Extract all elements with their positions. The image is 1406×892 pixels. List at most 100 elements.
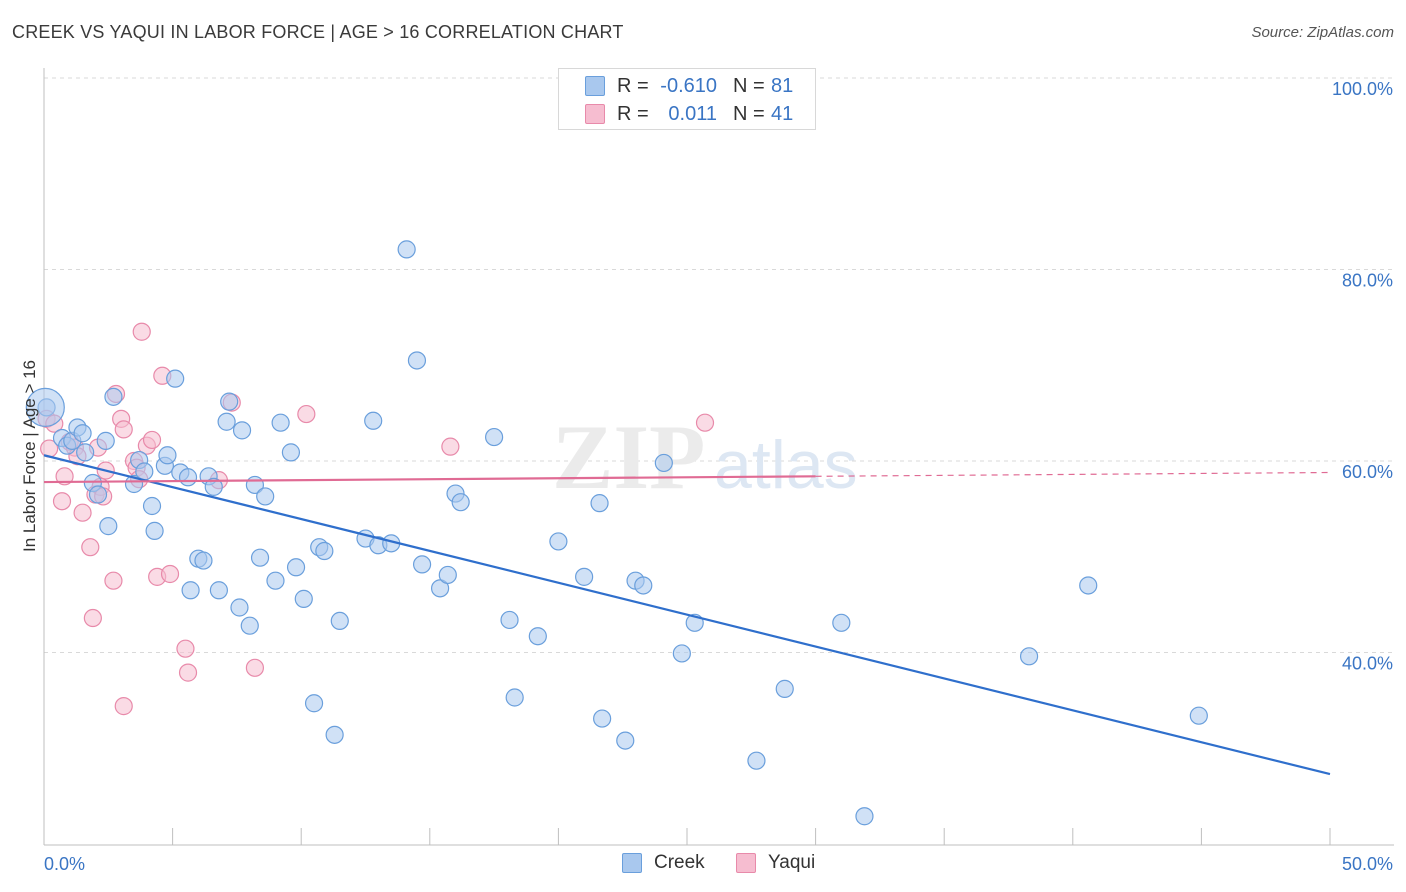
creek-point (232, 421, 252, 440)
creek-point (438, 565, 457, 585)
yaqui-legend-label: Yaqui (768, 852, 816, 873)
creek-point (76, 443, 95, 462)
correlation-legend: R = -0.610 N = 81 R = 0.011 N = 41 (558, 68, 816, 130)
grid-lines (44, 77, 1394, 653)
creek-point (230, 598, 249, 617)
creek-point (281, 443, 301, 462)
creek-point (250, 548, 270, 567)
creek-n-value: 81 (771, 74, 794, 97)
creek-point (220, 392, 239, 411)
creek-point (1189, 706, 1208, 725)
yaqui-r-value: 0.011 (668, 102, 717, 125)
legend-row-creek: R = -0.610 N = 81 (585, 73, 793, 99)
trend-lines (43, 454, 1331, 776)
creek-point (166, 369, 185, 388)
yaqui-point (73, 503, 92, 522)
creek-point (747, 751, 766, 770)
creek-point (575, 567, 594, 586)
creek-point (407, 351, 427, 370)
legend-item-yaqui: Yaqui (736, 852, 815, 874)
watermark-zip: ZIP (552, 406, 705, 508)
yaqui-point (178, 663, 198, 682)
creek-point (330, 611, 349, 631)
creek-point (204, 477, 223, 496)
yaqui-swatch (585, 104, 605, 124)
x-tick-label: 50.0% (1342, 854, 1393, 874)
creek-swatch (585, 76, 605, 96)
creek-point (209, 581, 228, 600)
watermark-atlas: atlas (714, 427, 858, 503)
creek-point (832, 613, 851, 632)
r-label: R = (617, 102, 649, 125)
y-tick-label: 60.0% (1342, 462, 1393, 482)
series-legend: Creek Yaqui (0, 852, 1406, 878)
y-axis-label: In Labor Force | Age > 16 (20, 359, 39, 553)
yaqui-point (52, 492, 72, 511)
creek-point (256, 487, 275, 506)
yaqui-point (297, 404, 316, 424)
watermark: ZIP atlas (552, 406, 858, 508)
y-tick-label: 100.0% (1332, 79, 1393, 99)
creek-point (88, 485, 108, 504)
creek-point (286, 558, 306, 577)
creek-point (158, 446, 177, 465)
y-tick-labels: 40.0% 60.0% 80.0% 100.0% (1332, 79, 1393, 674)
yaqui-point (160, 564, 180, 584)
r-label: R = (617, 74, 649, 97)
yaqui-point (104, 571, 123, 590)
creek-point (634, 576, 653, 595)
creek-point (505, 688, 524, 707)
creek-point (397, 240, 416, 259)
legend-item-creek: Creek (622, 852, 705, 874)
yaqui-trend-line (43, 475, 816, 484)
yaqui-point (441, 437, 460, 456)
creek-point (325, 725, 344, 744)
yaqui-legend-swatch (736, 853, 756, 873)
creek-point (528, 627, 547, 646)
n-label: N = (733, 102, 765, 125)
creek-point (194, 551, 213, 570)
chart-title: CREEK VS YAQUI IN LABOR FORCE | AGE > 16… (12, 22, 624, 42)
legend-row-yaqui: R = 0.011 N = 41 (585, 101, 793, 127)
yaqui-point (142, 430, 162, 450)
creek-point (654, 453, 673, 473)
creek-point (135, 462, 154, 481)
yaqui-n-value: 41 (771, 102, 794, 125)
creek-point (430, 579, 450, 598)
creek-point (500, 610, 519, 630)
creek-point (1019, 647, 1039, 666)
y-tick-label: 80.0% (1342, 271, 1393, 291)
creek-point (304, 694, 324, 713)
creek-point (315, 541, 334, 561)
creek-point (145, 521, 164, 540)
creek-r-value: -0.610 (660, 74, 717, 97)
yaqui-point (83, 608, 102, 628)
creek-point (240, 616, 259, 635)
creek-point (104, 387, 123, 406)
yaqui-point (55, 467, 74, 486)
creek-point (217, 412, 236, 431)
creek-point (672, 644, 691, 663)
creek-point (178, 468, 198, 487)
creek-point (364, 411, 383, 430)
x-tick-label: 0.0% (44, 854, 85, 874)
yaqui-point (176, 639, 195, 658)
n-label: N = (733, 74, 765, 97)
yaqui-point (132, 322, 151, 341)
creek-point (616, 731, 635, 750)
creek-point (590, 494, 609, 513)
yaqui-trend-extension (815, 471, 1331, 477)
creek-point (451, 493, 470, 512)
creek-point (1079, 576, 1098, 595)
creek-point-large (25, 387, 65, 427)
creek-legend-swatch (622, 853, 642, 873)
creek-point (181, 581, 200, 600)
creek-point (266, 571, 285, 590)
creek-point (294, 589, 313, 608)
creek-legend-label: Creek (654, 852, 705, 873)
creek-point (271, 413, 290, 432)
creek-point (549, 532, 568, 551)
yaqui-point (695, 413, 715, 432)
creek-point (855, 807, 874, 826)
creek-points (25, 240, 1208, 826)
